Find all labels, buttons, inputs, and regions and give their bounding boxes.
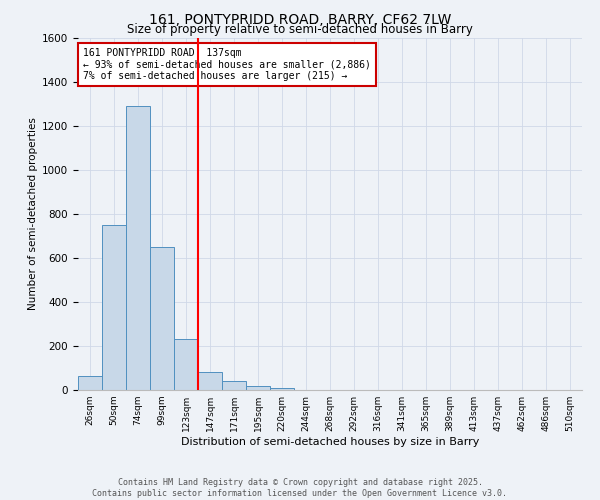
- Bar: [78, 376, 102, 390]
- Bar: [246, 386, 270, 390]
- Text: 161, PONTYPRIDD ROAD, BARRY, CF62 7LW: 161, PONTYPRIDD ROAD, BARRY, CF62 7LW: [149, 12, 451, 26]
- Text: Contains HM Land Registry data © Crown copyright and database right 2025.
Contai: Contains HM Land Registry data © Crown c…: [92, 478, 508, 498]
- Bar: [174, 340, 198, 390]
- Bar: [198, 372, 222, 390]
- X-axis label: Distribution of semi-detached houses by size in Barry: Distribution of semi-detached houses by …: [181, 437, 479, 447]
- Text: Size of property relative to semi-detached houses in Barry: Size of property relative to semi-detach…: [127, 22, 473, 36]
- Bar: [270, 388, 294, 390]
- Bar: [150, 247, 174, 390]
- Bar: [102, 225, 126, 390]
- Bar: [222, 380, 246, 390]
- Bar: [126, 106, 150, 390]
- Y-axis label: Number of semi-detached properties: Number of semi-detached properties: [28, 118, 38, 310]
- Text: 161 PONTYPRIDD ROAD: 137sqm
← 93% of semi-detached houses are smaller (2,886)
7%: 161 PONTYPRIDD ROAD: 137sqm ← 93% of sem…: [83, 48, 371, 82]
